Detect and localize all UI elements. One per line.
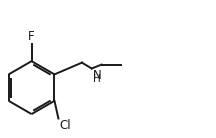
Text: F: F	[28, 30, 35, 43]
Text: H: H	[93, 74, 100, 84]
Text: Cl: Cl	[59, 120, 71, 132]
Text: N: N	[93, 70, 102, 83]
